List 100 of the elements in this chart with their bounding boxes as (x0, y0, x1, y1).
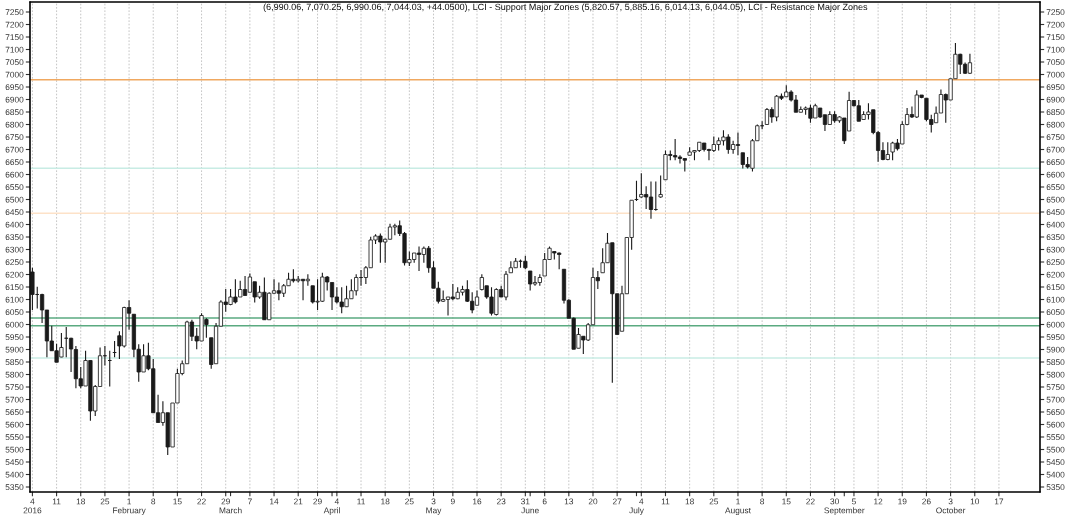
y2-tick-label: 6400 (1046, 221, 1065, 228)
candlestick (528, 270, 533, 292)
y-tick-label: 6200 (5, 271, 24, 278)
y2-tick-label: 6750 (1046, 134, 1065, 141)
y2-tick-label: 5750 (1046, 384, 1065, 391)
x-tick-label: 8 (760, 498, 765, 505)
y-tick-label: 5700 (5, 396, 24, 403)
y-tick-label: 5600 (5, 421, 24, 428)
x-tick-label: 30 (830, 498, 839, 505)
y-tick-label: 7250 (5, 9, 24, 16)
y-tick-label: 6700 (5, 146, 24, 153)
x-tick-label: 3 May (426, 498, 442, 515)
x-tick-label: 4 (334, 498, 339, 505)
y2-tick-label: 6350 (1046, 234, 1065, 241)
y-tick-label: 5350 (5, 484, 24, 491)
x-tick-label: 16 (473, 498, 482, 505)
y2-tick-label: 5450 (1046, 459, 1065, 466)
y2-tick-label: 5800 (1046, 371, 1065, 378)
y-tick-label: 6150 (5, 284, 24, 291)
y2-tick-label: 7250 (1046, 9, 1065, 16)
y-tick-label: 5900 (5, 346, 24, 353)
y-tick-label: 5400 (5, 471, 24, 478)
x-tick-label: 18 (685, 498, 694, 505)
y2-tick-label: 7000 (1046, 71, 1065, 78)
candlestick (416, 245, 422, 272)
x-tick-label: 22 (197, 498, 206, 505)
x-tick-label: July (629, 507, 644, 515)
y2-tick-label: 5900 (1046, 346, 1065, 353)
x-tick-label: 17 (994, 498, 1004, 505)
y2-tick-label: 6150 (1046, 284, 1065, 291)
y-tick-label: 5500 (5, 446, 24, 453)
y-tick-label: 5750 (5, 384, 24, 391)
y-tick-label: 5450 (5, 459, 24, 466)
candlestick (677, 154, 683, 165)
x-tick-label: 22 (806, 498, 815, 505)
y-tick-label: 5800 (5, 371, 24, 378)
x-tick-label: 29 (221, 498, 230, 505)
y-tick-label: 5850 (5, 359, 24, 366)
x-tick-label: April (323, 507, 340, 515)
y2-tick-label: 6450 (1046, 209, 1065, 216)
y2-tick-label: 6850 (1046, 109, 1065, 116)
y2-tick-label: 5650 (1046, 409, 1065, 416)
y2-tick-label: 5400 (1046, 471, 1065, 478)
y2-tick-label: 5850 (1046, 359, 1065, 366)
x-tick-label: 25 (405, 498, 414, 505)
x-tick-label: 6 (542, 498, 547, 505)
y2-tick-label: 6900 (1046, 96, 1065, 103)
y-tick-label: 6100 (5, 296, 24, 303)
x-tick-label: 11 (357, 498, 365, 505)
x-tick-label: 20 (588, 498, 598, 505)
y-tick-label: 7000 (5, 71, 24, 78)
x-tick-label: 19 (898, 498, 907, 505)
y2-tick-label: 6650 (1046, 159, 1065, 166)
x-tick-label: March (219, 507, 242, 514)
x-tick-label: 23 (496, 498, 506, 505)
y2-tick-label: 6550 (1046, 184, 1065, 191)
x-tick-label: 4 (639, 498, 644, 505)
y2-tick-label: 6800 (1046, 121, 1065, 128)
y2-tick-label: 6250 (1046, 259, 1065, 266)
y2-tick-label: 6000 (1046, 321, 1065, 328)
x-tick-label: 25 (100, 498, 110, 505)
x-tick-label: September (824, 507, 865, 515)
y-tick-label: 6900 (5, 96, 24, 103)
y2-tick-label: 5550 (1046, 434, 1065, 441)
x-tick-label: 14 (270, 498, 279, 505)
y-tick-label: 6600 (5, 171, 24, 178)
x-tick-label: June (521, 507, 539, 514)
x-tick-label: 27 (612, 498, 622, 505)
y-tick-label: 6750 (5, 134, 24, 141)
x-tick-label: 18 (76, 498, 86, 505)
x-tick-label: 15 (782, 498, 791, 505)
x-tick-label: 7 (247, 498, 252, 505)
y-tick-label: 6850 (5, 109, 24, 116)
candlestick (445, 296, 451, 317)
x-tick-label: 31 (521, 498, 530, 505)
x-tick-label: 11 (52, 498, 61, 505)
y-tick-label: 6400 (5, 221, 24, 228)
x-tick-label: 29 (313, 498, 322, 505)
y2-tick-label: 6500 (1046, 196, 1065, 203)
y-tick-label: 6800 (5, 121, 24, 128)
x-tick-label: 8 (151, 498, 156, 505)
y-tick-label: 6250 (5, 259, 24, 266)
y2-tick-label: 5700 (1046, 396, 1065, 403)
x-tick-label: 4 2016 (23, 498, 42, 514)
y-tick-label: 7050 (5, 59, 24, 66)
y2-tick-label: 6050 (1046, 309, 1065, 316)
y-tick-label: 6350 (5, 234, 24, 241)
y2-tick-label: 7150 (1046, 34, 1065, 41)
y-tick-label: 7100 (5, 46, 24, 53)
x-tick-label: 10 (970, 498, 980, 505)
x-tick-label: 1 February (113, 498, 146, 515)
x-tick-label: 9 (450, 498, 455, 505)
y-tick-label: 6450 (5, 209, 24, 216)
y-tick-label: 7150 (5, 34, 24, 41)
y-tick-label: 6950 (5, 84, 24, 91)
x-tick-label: 11 (661, 498, 670, 505)
candlestick (658, 174, 663, 199)
candlestick (242, 275, 248, 297)
x-tick-label: 13 (564, 498, 574, 505)
y-tick-label: 7200 (5, 21, 24, 28)
